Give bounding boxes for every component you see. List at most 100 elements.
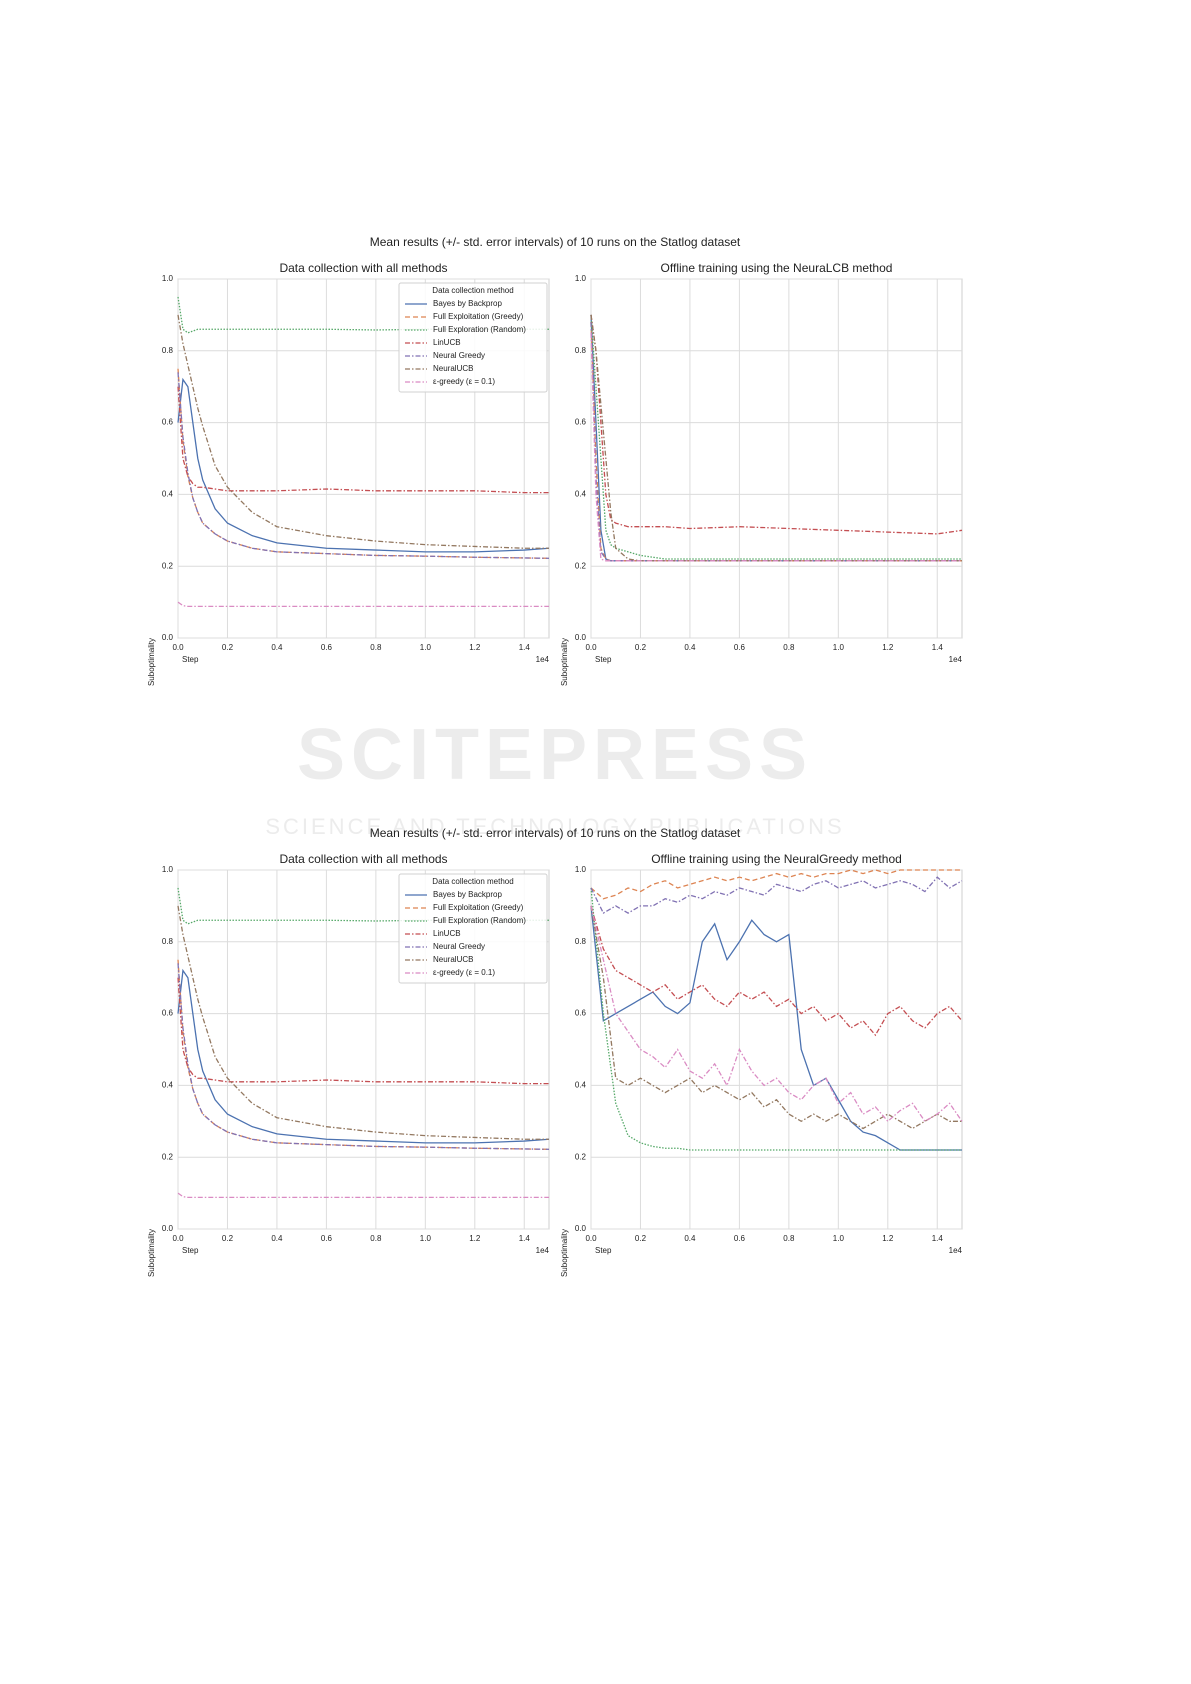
chart-title: Offline training using the NeuralGreedy … [651, 852, 902, 866]
legend-label: Neural Greedy [433, 942, 485, 951]
legend-title: Data collection method [432, 877, 513, 886]
y-tick-label: 0.8 [575, 346, 587, 355]
y-tick-label: 0.2 [162, 561, 174, 570]
y-tick-label: 0.8 [162, 346, 174, 355]
y-tick-label: 1.0 [162, 865, 174, 874]
legend-label: Full Exploitation (Greedy) [433, 903, 524, 912]
subplot: 0.0 0.2 0.4 0.6 0.8 1.0 1.2 1.4 0.0 0.2 0.4 0.6 0.8 1… [147, 261, 549, 686]
legend-box [398, 873, 548, 984]
series-line [177, 977, 549, 1085]
x-tick-label: 1.2 [882, 1234, 894, 1243]
y-tick-label: 1.0 [575, 865, 587, 874]
x-tick-label: 0.0 [585, 1234, 597, 1243]
y-tick-label: 1.0 [575, 274, 587, 283]
x-tick-label: 1.2 [469, 643, 481, 652]
x-tick-label: 0.6 [734, 1234, 746, 1243]
series-line [177, 372, 550, 559]
x-tick-label: 0.0 [172, 1234, 184, 1243]
series-line [590, 887, 962, 1151]
y-tick-label: 0.0 [162, 1224, 174, 1233]
legend-box [398, 282, 548, 393]
x-offset-label: 1e4 [536, 655, 550, 664]
legend-label: LinUCB [433, 338, 461, 347]
x-tick-label: 0.0 [172, 643, 184, 652]
y-tick-label: 0.4 [575, 490, 587, 499]
y-tick-label: 0.0 [575, 1224, 587, 1233]
watermark-subtitle: SCIENCE AND TECHNOLOGY PUBLICATIONS [265, 814, 844, 839]
figure-title: Mean results (+/- std. error intervals) … [370, 235, 741, 249]
series-line [177, 377, 550, 553]
x-tick-label: 1.2 [882, 643, 894, 652]
legend-label: Neural Greedy [433, 351, 485, 360]
x-offset-label: 1e4 [949, 655, 963, 664]
subplot: 0.0 0.2 0.4 0.6 0.8 1.0 1.2 1.4 0.0 0.2 0.4 0.6 0.8 1… [560, 852, 962, 1277]
y-tick-label: 0.2 [575, 1152, 587, 1161]
x-tick-label: 0.2 [635, 1234, 647, 1243]
x-axis-label: Step [595, 1246, 612, 1255]
x-tick-label: 0.6 [321, 1234, 333, 1243]
x-tick-label: 0.2 [222, 643, 234, 652]
x-axis-label: Step [595, 655, 612, 664]
x-axis-label: Step [182, 1246, 199, 1255]
legend-label: Bayes by Backprop [433, 890, 502, 899]
x-axis-label: Step [182, 655, 199, 664]
series-line [177, 386, 549, 494]
x-tick-label: 0.6 [734, 643, 746, 652]
y-tick-label: 0.4 [575, 1081, 587, 1090]
x-tick-label: 0.2 [222, 1234, 234, 1243]
x-tick-label: 1.4 [932, 1234, 944, 1243]
legend-title: Data collection method [432, 286, 513, 295]
subplot: 0.0 0.2 0.4 0.6 0.8 1.0 1.2 1.4 0.0 0.2 0.4 0.6 0.8 1… [560, 261, 962, 686]
y-tick-label: 0.4 [162, 1081, 174, 1090]
y-axis-label: Suboptimality [560, 1229, 569, 1277]
y-tick-label: 0.6 [162, 1009, 174, 1018]
chart-title: Data collection with all methods [279, 261, 447, 275]
chart-title: Offline training using the NeuraLCB meth… [661, 261, 893, 275]
legend-label: ε-greedy (ε = 0.1) [433, 377, 495, 386]
series-line [590, 322, 962, 562]
series-line [177, 1192, 549, 1199]
series-line [177, 963, 550, 1150]
y-tick-label: 0.8 [162, 937, 174, 946]
series-line [177, 601, 549, 608]
series-line [590, 905, 962, 1130]
x-tick-label: 0.4 [684, 1234, 696, 1243]
y-tick-label: 1.0 [162, 274, 174, 283]
series-line [590, 869, 962, 900]
y-tick-label: 0.0 [575, 633, 587, 642]
x-tick-label: 0.8 [370, 1234, 382, 1243]
series-line [590, 905, 963, 1123]
series-line [177, 296, 549, 334]
legend-label: NeuralUCB [433, 364, 473, 373]
series-line [590, 905, 963, 1037]
plot-area [590, 869, 963, 1230]
y-tick-label: 0.0 [162, 633, 174, 642]
x-tick-label: 1.0 [420, 1234, 432, 1243]
legend-label: Full Exploration (Random) [433, 325, 526, 334]
x-tick-label: 1.0 [833, 643, 845, 652]
y-tick-label: 0.2 [575, 561, 587, 570]
x-offset-label: 1e4 [949, 1246, 963, 1255]
chart-title: Data collection with all methods [279, 852, 447, 866]
x-offset-label: 1e4 [536, 1246, 550, 1255]
x-tick-label: 1.2 [469, 1234, 481, 1243]
y-axis-label: Suboptimality [560, 638, 569, 686]
x-tick-label: 0.8 [783, 643, 795, 652]
x-tick-label: 1.4 [519, 1234, 531, 1243]
legend-label: Full Exploration (Random) [433, 916, 526, 925]
x-tick-label: 1.0 [420, 643, 432, 652]
x-tick-label: 0.2 [635, 643, 647, 652]
x-tick-label: 0.4 [684, 643, 696, 652]
legend-label: Full Exploitation (Greedy) [433, 312, 524, 321]
y-tick-label: 0.6 [575, 418, 587, 427]
x-tick-label: 0.0 [585, 643, 597, 652]
series-line [590, 314, 962, 562]
legend-label: LinUCB [433, 929, 461, 938]
series-line [590, 314, 963, 535]
legend-label: NeuralUCB [433, 955, 473, 964]
y-tick-label: 0.2 [162, 1152, 174, 1161]
x-tick-label: 0.4 [271, 1234, 283, 1243]
y-axis-label: Suboptimality [147, 1229, 156, 1277]
